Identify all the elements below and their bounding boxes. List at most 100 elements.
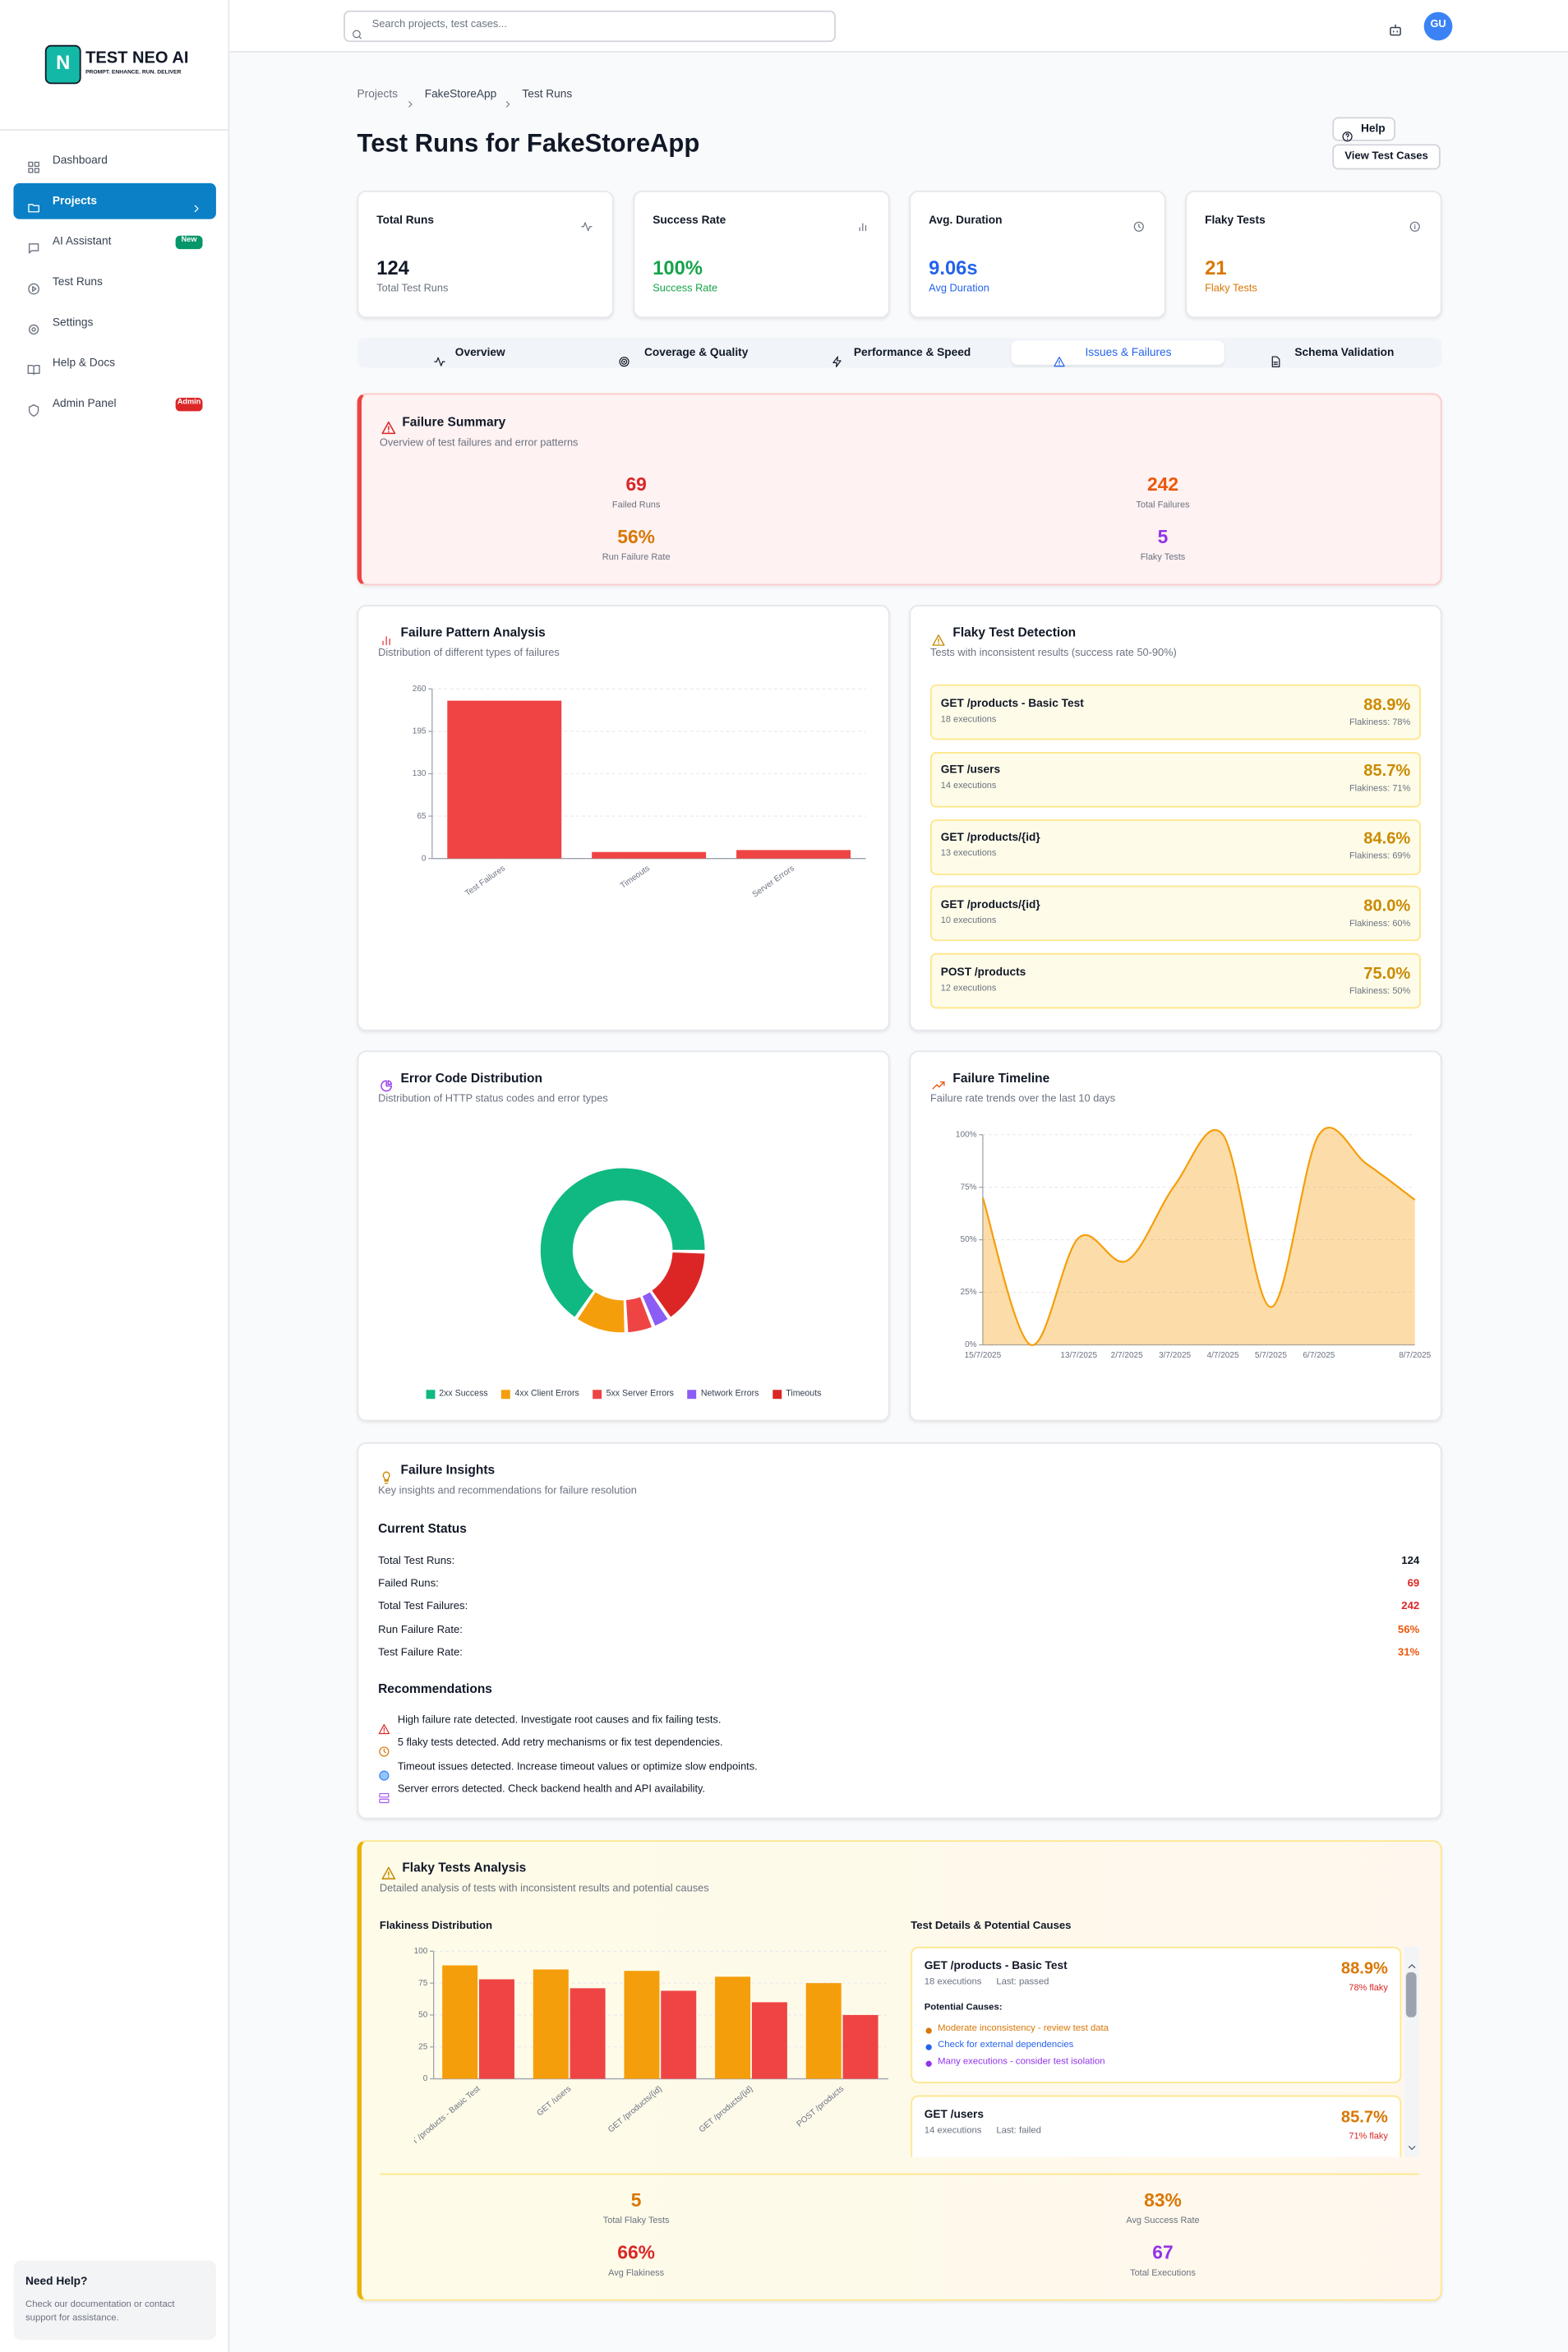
section-icon — [379, 627, 392, 645]
test-success-rate: 88.9% — [1363, 695, 1411, 714]
legend-swatch — [772, 1390, 782, 1400]
tab[interactable]: Coverage & Quality — [643, 345, 749, 359]
legend-item: 4xx Client Errors — [501, 1390, 579, 1400]
subsection-heading: Flakiness Distribution — [379, 1917, 493, 1932]
tab-bar — [357, 337, 1442, 368]
detail-executions: 14 executions — [924, 2125, 982, 2137]
section-icon — [931, 627, 944, 645]
status-value: 69 — [1407, 1575, 1420, 1590]
stat-icon — [857, 213, 869, 232]
stat-value: 9.06s — [929, 257, 978, 280]
view-test-cases-button[interactable] — [1332, 144, 1441, 170]
summary-label: Total Flaky Tests — [602, 2216, 670, 2225]
breadcrumb-item: Test Runs — [522, 86, 573, 100]
test-executions: 13 executions — [940, 849, 997, 859]
detail-executions: 18 executions — [924, 1977, 982, 1988]
nav-item[interactable] — [13, 264, 215, 300]
section-icon — [381, 416, 396, 435]
logo-title: TEST NEO AI — [85, 48, 189, 67]
stat-card — [357, 190, 614, 319]
section-title: Failure Summary — [402, 414, 506, 430]
legend-swatch — [687, 1390, 697, 1400]
nav-chevron — [191, 195, 203, 213]
section-icon — [381, 1861, 396, 1879]
metric-value: 242 — [1146, 473, 1179, 496]
tab-icon — [434, 348, 446, 366]
cause: Many executions - consider test isolatio… — [938, 2056, 1105, 2068]
nav-label[interactable]: Dashboard — [52, 152, 108, 167]
breadcrumb-item[interactable]: Projects — [357, 86, 399, 100]
divider — [379, 2173, 1420, 2175]
status-value: 56% — [1397, 1621, 1420, 1636]
nav-label[interactable]: Projects — [52, 192, 97, 207]
section-title: Failure Insights — [400, 1462, 496, 1478]
test-executions: 12 executions — [940, 984, 997, 994]
tab-icon — [1054, 348, 1066, 367]
nav-label[interactable]: Admin Panel — [52, 395, 117, 409]
nav-icon — [26, 195, 39, 212]
stat-card — [1185, 190, 1442, 319]
help-button-label[interactable]: Help — [1361, 121, 1386, 135]
summary-label: Avg Success Rate — [1126, 2216, 1200, 2225]
tab[interactable]: Issues & Failures — [1085, 345, 1172, 359]
tab[interactable]: Overview — [454, 345, 505, 359]
status-label: Failed Runs: — [378, 1575, 439, 1590]
tab[interactable]: Schema Validation — [1294, 345, 1395, 359]
section-subtitle: Tests with inconsistent results (success… — [929, 648, 1177, 659]
test-executions: 10 executions — [940, 916, 997, 926]
avatar-initials[interactable]: GU — [1430, 20, 1446, 31]
nav-label[interactable]: Help & Docs — [52, 355, 116, 369]
test-name: GET /products/{id} — [940, 897, 1040, 911]
help-title: Need Help? — [25, 2273, 88, 2287]
detail-success-rate: 85.7% — [1340, 2108, 1388, 2127]
section-icon — [931, 1072, 944, 1089]
recommendation: Timeout issues detected. Increase timeou… — [397, 1761, 758, 1773]
detail-last: Last: passed — [996, 1977, 1049, 1988]
legend-item: 2xx Success — [425, 1390, 488, 1400]
recommendation: High failure rate detected. Investigate … — [397, 1715, 722, 1727]
section-title: Flaky Tests Analysis — [402, 1860, 527, 1875]
status-label: Total Test Failures: — [378, 1598, 468, 1613]
nav-icon — [26, 397, 39, 417]
view-test-cases-label[interactable]: View Test Cases — [1344, 149, 1428, 163]
avatar[interactable] — [1423, 12, 1453, 41]
nav-label[interactable]: AI Assistant — [52, 233, 112, 247]
nav-badge: New — [181, 235, 197, 245]
section-subtitle: Detailed analysis of tests with inconsis… — [379, 1884, 709, 1894]
stat-label: Total Test Runs — [376, 284, 449, 294]
nav-item[interactable] — [13, 305, 215, 341]
nav-icon — [26, 357, 39, 375]
stat-label: Avg Duration — [929, 284, 989, 294]
search-box[interactable] — [344, 10, 836, 43]
logo-icon: N — [56, 51, 71, 75]
tab[interactable]: Performance & Speed — [853, 345, 971, 359]
summary-value: 83% — [1144, 2189, 1182, 2211]
help-button-icon — [1341, 123, 1354, 142]
nav-label[interactable]: Settings — [52, 314, 94, 329]
legend-item: Network Errors — [687, 1390, 759, 1400]
cause: Moderate inconsistency - review test dat… — [938, 2023, 1109, 2035]
help-box — [13, 2260, 216, 2340]
scroll-up — [1406, 1953, 1418, 1969]
nav-item[interactable] — [13, 143, 215, 179]
legend-label: 4xx Client Errors — [514, 1390, 579, 1400]
metric-value: 69 — [625, 473, 647, 496]
nav-item[interactable] — [13, 182, 216, 219]
tab-icon — [1270, 348, 1282, 367]
tab-active-bg — [1011, 340, 1224, 365]
section-subtitle: Distribution of different types of failu… — [378, 648, 560, 659]
metric-label: Flaky Tests — [1140, 553, 1186, 563]
nav-label[interactable]: Test Runs — [52, 274, 103, 288]
nav-icon — [26, 154, 39, 173]
nav-badge-bg — [175, 234, 203, 249]
section-title: Error Code Distribution — [400, 1070, 542, 1086]
stat-card — [633, 190, 890, 319]
legend-swatch — [501, 1390, 511, 1400]
scrollbar-thumb[interactable] — [1405, 1972, 1417, 2018]
status-heading: Current Status — [378, 1520, 467, 1536]
breadcrumb-item[interactable]: FakeStoreApp — [424, 86, 497, 100]
breadcrumb-sep — [404, 90, 415, 107]
tab-icon — [832, 348, 844, 367]
